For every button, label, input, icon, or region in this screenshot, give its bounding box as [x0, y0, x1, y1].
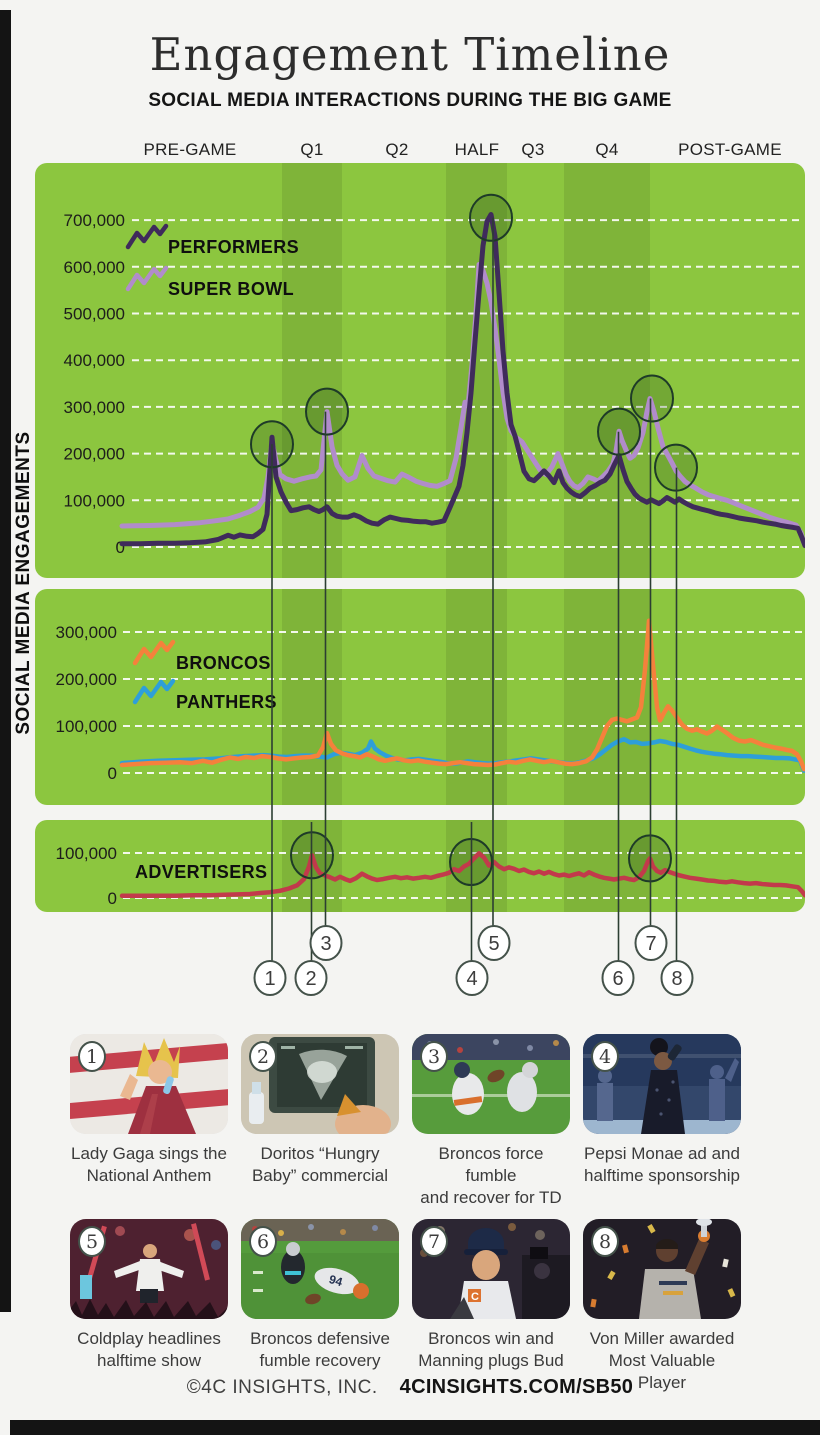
event-card-6: 94 6 Broncos defensive fumble recovery [241, 1219, 399, 1394]
svg-text:300,000: 300,000 [64, 398, 125, 417]
phase-q4: Q4 [595, 140, 619, 159]
photo-von-miller-mvp: 8 [583, 1219, 741, 1319]
phase-q1: Q1 [300, 140, 324, 159]
event-card-4: 4 Pepsi Monae ad and halftime sponsorshi… [583, 1034, 741, 1209]
thumbnail-badge-8: 8 [591, 1226, 619, 1257]
thumbnail-badge-3: 3 [420, 1041, 448, 1072]
phase-pre-game: PRE-GAME [143, 140, 237, 159]
footer: ©4C INSIGHTS, INC. 4CINSIGHTS.COM/SB50 [0, 1376, 820, 1399]
svg-text:5: 5 [488, 933, 499, 955]
phase-q2: Q2 [385, 140, 409, 159]
svg-text:SUPER BOWL: SUPER BOWL [168, 279, 294, 299]
event-card-2: 2 Doritos “Hungry Baby” commercial [241, 1034, 399, 1209]
event-caption-2: Doritos “Hungry Baby” commercial [251, 1144, 389, 1185]
photo-broncos-fumble-td: 3 [412, 1034, 570, 1134]
footer-url: 4CINSIGHTS.COM/SB50 [399, 1376, 634, 1398]
svg-text:100,000: 100,000 [64, 491, 125, 510]
photo-broncos-fumble-recovery: 94 6 [241, 1219, 399, 1319]
svg-text:94: 94 [327, 1272, 344, 1289]
photo-lady-gaga-anthem: 1 [70, 1034, 228, 1134]
svg-text:7: 7 [645, 933, 656, 955]
event-caption-1: Lady Gaga sings the National Anthem [71, 1144, 227, 1185]
svg-text:0: 0 [116, 538, 125, 557]
svg-text:300,000: 300,000 [56, 623, 117, 642]
event-card-8: 8 Von Miller awarded Most Valuable Playe… [583, 1219, 741, 1394]
svg-text:0: 0 [108, 764, 117, 783]
svg-text:100,000: 100,000 [56, 844, 117, 863]
thumbnail-badge-7: 7 [420, 1226, 448, 1257]
phase-q3: Q3 [521, 140, 545, 159]
phase-post-game: POST-GAME [678, 140, 782, 159]
thumbnail-badge-1: 1 [78, 1041, 106, 1072]
page-subtitle: SOCIAL MEDIA INTERACTIONS DURING THE BIG… [148, 90, 672, 111]
thumbnail-badge-6: 6 [249, 1226, 277, 1257]
svg-text:200,000: 200,000 [64, 445, 125, 464]
footer-copyright: ©4C INSIGHTS, INC. [186, 1377, 378, 1398]
event-caption-8: Von Miller awarded Most Valuable Player [589, 1329, 735, 1392]
svg-text:200,000: 200,000 [56, 670, 117, 689]
svg-text:400,000: 400,000 [64, 351, 125, 370]
event-card-1: 1 Lady Gaga sings the National Anthem [70, 1034, 228, 1209]
event-caption-7: Broncos win and Manning plugs Bud [418, 1329, 564, 1370]
thumbnail-badge-2: 2 [249, 1041, 277, 1072]
thumbnail-badge-4: 4 [591, 1041, 619, 1072]
photo-doritos-commercial: 2 [241, 1034, 399, 1134]
left-black-bar [0, 10, 11, 1312]
svg-text:6: 6 [612, 968, 623, 990]
thumbnail-badge-5: 5 [78, 1226, 106, 1257]
bottom-black-bar [10, 1420, 820, 1435]
svg-text:C: C [471, 1291, 479, 1303]
event-card-7: C 7 Broncos win and Manning plugs Bud [412, 1219, 570, 1394]
svg-text:600,000: 600,000 [64, 258, 125, 277]
event-card-5: 5 Coldplay headlines halftime show [70, 1219, 228, 1394]
photo-manning-interview: C 7 [412, 1219, 570, 1319]
y-axis-label: SOCIAL MEDIA ENGAGEMENTS [13, 431, 34, 735]
chart-panel-broncos-panthers: 300,000 200,000 100,000 0 BRONCOS PANTHERS [35, 589, 805, 805]
event-caption-5: Coldplay headlines halftime show [77, 1329, 221, 1370]
svg-text:ADVERTISERS: ADVERTISERS [135, 862, 267, 882]
svg-text:1: 1 [264, 968, 275, 990]
svg-text:4: 4 [466, 968, 477, 990]
page-title: Engagement Timeline [149, 28, 671, 81]
svg-text:3: 3 [320, 933, 331, 955]
svg-text:PERFORMERS: PERFORMERS [168, 237, 299, 257]
event-card-3: 3 Broncos force fumble and recover for T… [412, 1034, 570, 1209]
svg-text:8: 8 [671, 968, 682, 990]
chart-panel-advertisers: 100,000 0 ADVERTISERS [35, 820, 805, 912]
photo-coldplay-halftime: 5 [70, 1219, 228, 1319]
svg-text:100,000: 100,000 [56, 717, 117, 736]
photo-pepsi-monae-ad: 4 [583, 1034, 741, 1134]
phase-half: HALF [454, 140, 500, 159]
chart-panel-performers-superbowl: 700,000 600,000 500,000 400,000 300,000 200,0… [35, 163, 805, 578]
svg-text:2: 2 [305, 968, 316, 990]
event-caption-6: Broncos defensive fumble recovery [250, 1329, 390, 1370]
event-caption-3: Broncos force fumble and recover for TD [420, 1144, 562, 1207]
event-thumbnails: 1 Lady Gaga sings the National Anthem [70, 1034, 741, 1394]
svg-text:500,000: 500,000 [64, 305, 125, 324]
svg-text:700,000: 700,000 [64, 211, 125, 230]
svg-text:PANTHERS: PANTHERS [176, 692, 277, 712]
svg-text:0: 0 [108, 889, 117, 908]
event-caption-4: Pepsi Monae ad and halftime sponsorship [584, 1144, 740, 1185]
svg-text:BRONCOS: BRONCOS [176, 653, 271, 673]
